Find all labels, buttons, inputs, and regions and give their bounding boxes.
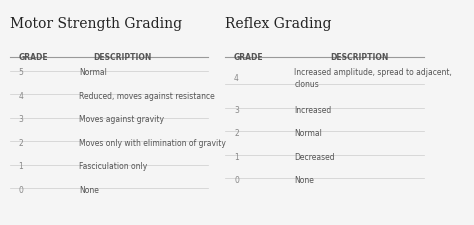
Text: 3: 3 [18, 115, 24, 124]
Text: Moves only with elimination of gravity: Moves only with elimination of gravity [79, 138, 226, 147]
Text: GRADE: GRADE [234, 52, 264, 61]
Text: 1: 1 [18, 161, 23, 170]
Text: None: None [79, 185, 99, 194]
Text: 4: 4 [18, 91, 24, 100]
Text: DESCRIPTION: DESCRIPTION [93, 52, 151, 61]
Text: 5: 5 [18, 68, 24, 77]
Text: 3: 3 [234, 105, 239, 114]
Text: Increased: Increased [294, 105, 332, 114]
Text: Motor Strength Grading: Motor Strength Grading [10, 17, 182, 31]
Text: 0: 0 [18, 185, 24, 194]
Text: Reduced, moves against resistance: Reduced, moves against resistance [79, 91, 215, 100]
Text: 0: 0 [234, 176, 239, 184]
Text: 4: 4 [234, 74, 239, 83]
Text: DESCRIPTION: DESCRIPTION [330, 52, 388, 61]
Text: Normal: Normal [294, 129, 322, 138]
Text: None: None [294, 176, 314, 184]
Text: 2: 2 [234, 129, 239, 138]
Text: Fasciculation only: Fasciculation only [79, 161, 147, 170]
Text: Reflex Grading: Reflex Grading [226, 17, 332, 31]
Text: Decreased: Decreased [294, 152, 335, 161]
Text: 1: 1 [234, 152, 239, 161]
Text: Moves against gravity: Moves against gravity [79, 115, 164, 124]
Text: Increased amplitude, spread to adjacent,
clonus: Increased amplitude, spread to adjacent,… [294, 68, 452, 89]
Text: 2: 2 [18, 138, 23, 147]
Text: Normal: Normal [79, 68, 107, 77]
Text: GRADE: GRADE [18, 52, 48, 61]
